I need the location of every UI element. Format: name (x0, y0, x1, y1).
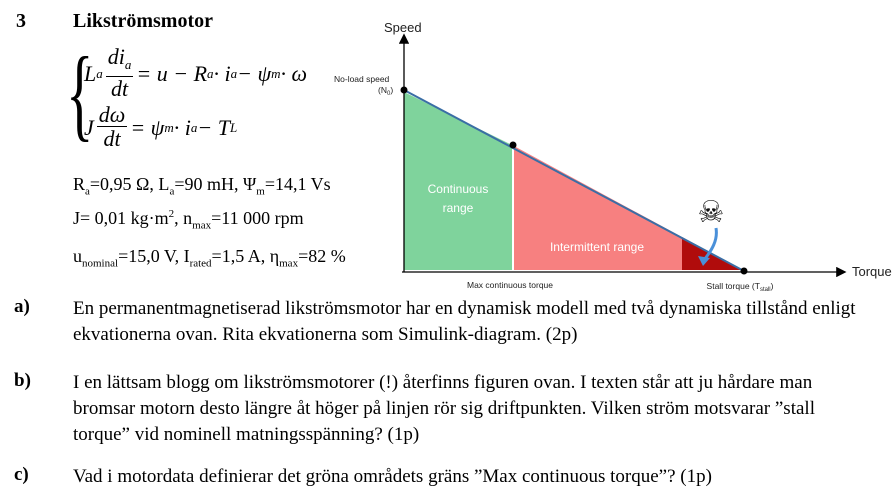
intermittent-range-region (514, 146, 682, 270)
parameters-line-3: unominal=15,0 V, Irated=1,5 A, ηmax=82 % (73, 246, 346, 270)
stall-point (740, 267, 748, 275)
skull-arrowhead (698, 256, 710, 266)
question-title: Likströmsmotor (73, 10, 213, 32)
stall-torque-label: Stall torque (Tstall) (707, 281, 774, 292)
max-continuous-label: Max continuous torque (467, 280, 553, 290)
skull-icon: ☠ (698, 196, 725, 229)
no-load-point (400, 86, 408, 94)
parameters-line-1: Ra=0,95 Ω, La=90 mH, Ψm=14,1 Vs (73, 174, 331, 198)
y-axis-label: Speed (384, 20, 422, 35)
no-load-label: No-load speed (334, 74, 390, 84)
intermittent-label: Intermittent range (550, 240, 644, 254)
speed-torque-line (403, 89, 745, 272)
fraction-domega-dt: dω dt (96, 102, 128, 151)
question-c-label: c) (14, 464, 29, 485)
continuous-range-region (404, 92, 512, 270)
question-a-text: En permanentmagnetiserad likströmsmotor … (73, 298, 856, 345)
continuous-label-1: Continuous (428, 182, 489, 196)
continuous-label-2: range (443, 201, 474, 215)
question-b-text: I en lättsam blogg om likströmsmotorer (… (73, 372, 815, 445)
question-c-text: Vad i motordata definierar det gröna omr… (73, 466, 712, 487)
question-b-label: b) (14, 370, 31, 391)
max-continuous-point (509, 141, 517, 149)
x-axis-label: Torque (852, 264, 892, 279)
question-number: 3 (16, 10, 26, 32)
left-brace: { (66, 36, 94, 151)
fraction-dia-dt: dia dt (105, 44, 134, 101)
question-a-label: a) (14, 296, 30, 317)
no-load-symbol: (N0) (378, 85, 393, 97)
torque-speed-figure: Speed Torque No-load speed (N0) Continuo… (334, 20, 892, 292)
parameters-line-2: J= 0,01 kg·m2, nmax=11 000 rpm (73, 208, 304, 232)
